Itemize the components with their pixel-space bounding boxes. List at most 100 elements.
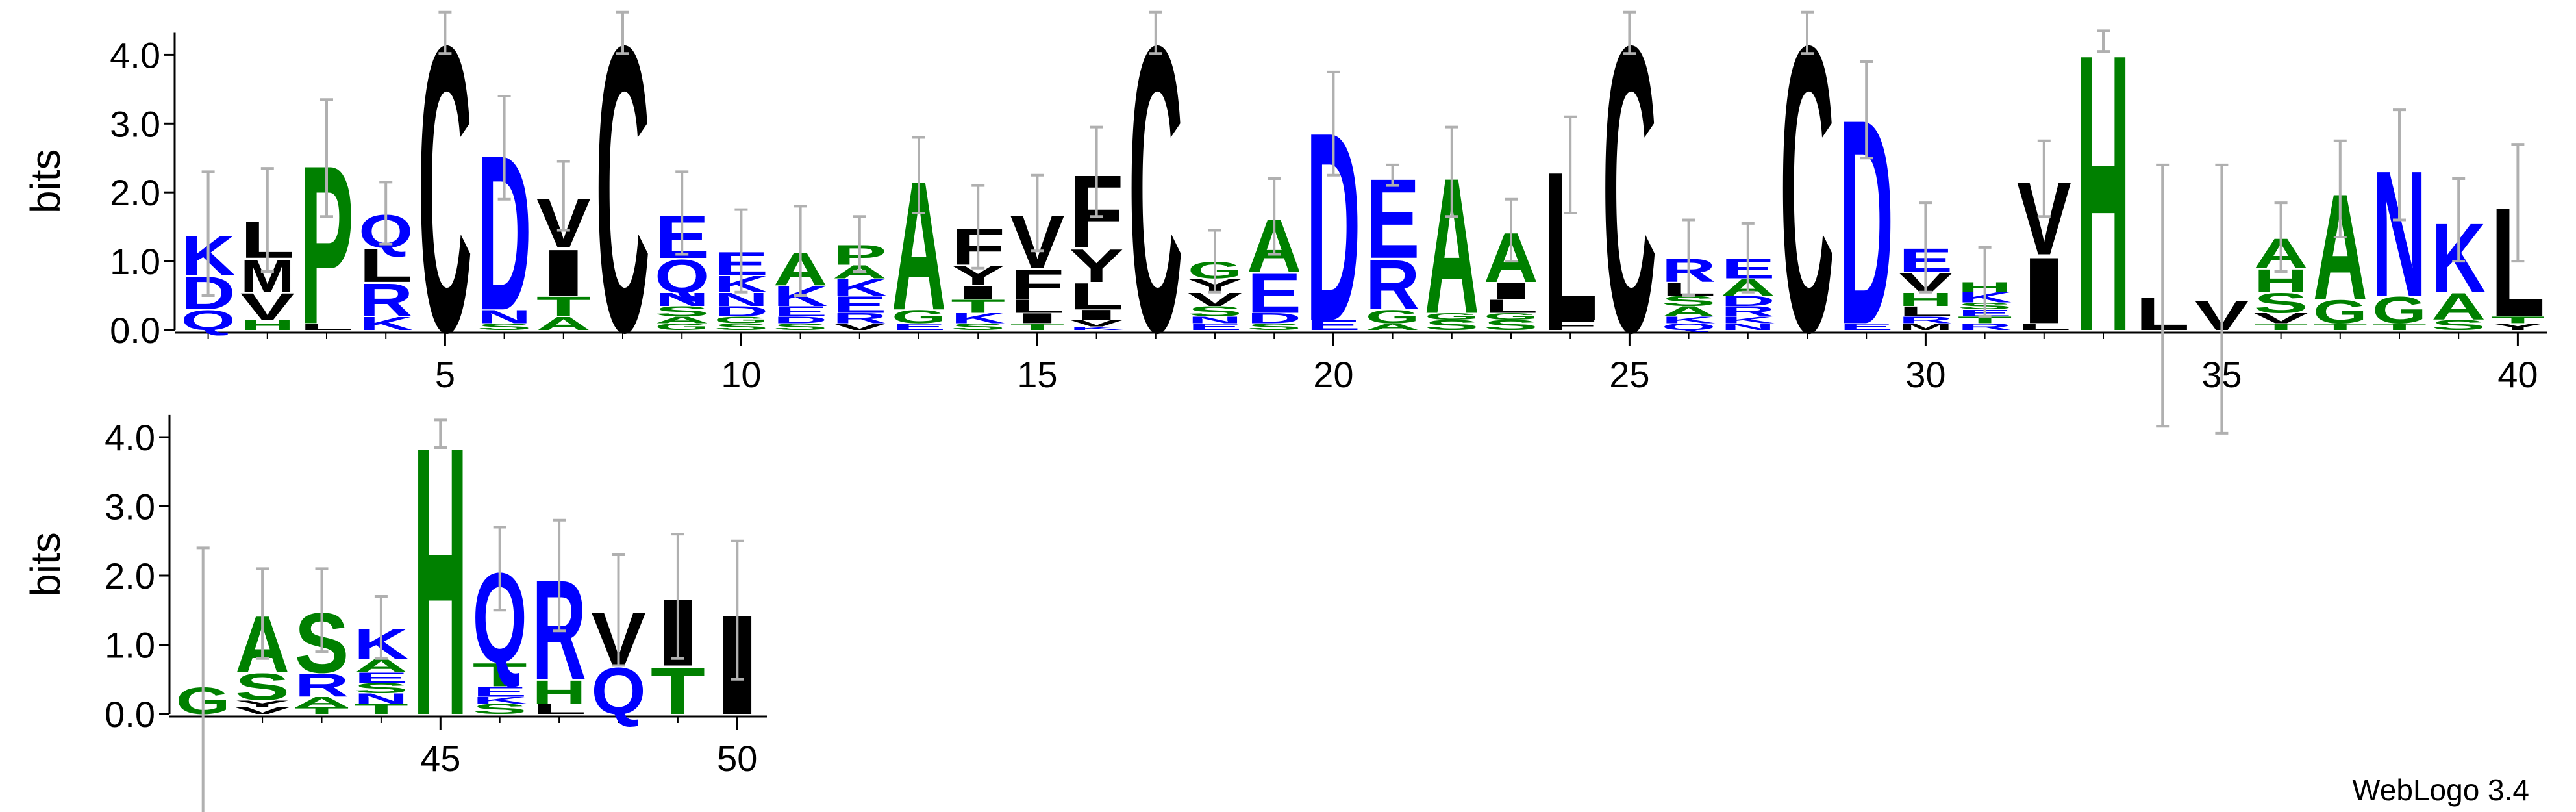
letter: K — [473, 695, 527, 705]
letter: F — [1543, 317, 1597, 333]
letter: R — [1958, 322, 2012, 332]
letter: V — [240, 285, 295, 327]
letter: T — [2313, 322, 2368, 332]
letter: I — [1484, 277, 1538, 304]
letter: S — [655, 303, 709, 319]
letter: T — [354, 701, 408, 717]
letter: L — [1484, 296, 1538, 316]
error-bar — [2511, 143, 2525, 263]
letter: Q — [181, 305, 236, 336]
letter: H — [240, 317, 295, 333]
error-bar — [2097, 29, 2110, 53]
letter: R — [1366, 246, 1420, 325]
error-bar — [1623, 10, 1636, 55]
letter: A — [1366, 322, 1420, 332]
letter: T — [2254, 322, 2308, 332]
letter: H — [532, 674, 586, 711]
error-bar — [675, 170, 689, 256]
letter: T — [536, 290, 591, 322]
letter: K — [1662, 314, 1716, 325]
error-bar — [912, 136, 925, 214]
x-tick-label: 5 — [435, 354, 455, 395]
x-tick-label: 50 — [717, 738, 757, 779]
letter: E — [892, 322, 946, 332]
y-tick-label: 3.0 — [105, 487, 155, 527]
letter: C — [418, 0, 472, 416]
letter: R — [358, 273, 413, 327]
error-bar — [2333, 139, 2347, 239]
letter: N — [655, 289, 709, 311]
letter: G — [655, 322, 709, 332]
letter: E — [1188, 322, 1242, 332]
x-tick-label: 15 — [1017, 354, 1057, 395]
letter: M — [1898, 322, 1953, 332]
letter: D — [714, 303, 768, 320]
error-bar — [2037, 139, 2051, 218]
letter: K — [1069, 325, 1124, 331]
letter: R — [1721, 303, 1775, 320]
letter: S — [1425, 317, 1479, 333]
error-bar — [196, 546, 210, 812]
letter: T — [2372, 322, 2427, 332]
letter: C — [1602, 0, 1657, 416]
letter: S — [1188, 303, 1242, 319]
letter: K — [358, 313, 413, 335]
error-bar — [2274, 201, 2288, 273]
error-bar — [556, 160, 570, 232]
letter: T — [2490, 314, 2545, 325]
letter: S — [773, 322, 828, 332]
letter: R — [832, 311, 887, 327]
letter: K — [832, 275, 887, 301]
letter: Q — [655, 250, 709, 303]
error-bar — [1564, 115, 1577, 214]
y-tick-label: 4.0 — [110, 34, 160, 75]
letter: A — [655, 314, 709, 325]
letter: E — [832, 292, 887, 318]
error-bar — [260, 167, 274, 273]
error-bar — [971, 184, 985, 270]
letter: E — [773, 303, 828, 319]
y-tick-label: 0.0 — [105, 694, 155, 735]
letter: S — [235, 666, 290, 708]
footer: WebLogo 3.4 — [2352, 773, 2529, 807]
letter: S — [2254, 287, 2308, 319]
error-bar — [1978, 246, 1992, 318]
letter: E — [1306, 317, 1360, 333]
x-tick-label: 25 — [1609, 354, 1649, 395]
letter: D — [773, 314, 828, 325]
letter: A — [536, 313, 591, 335]
error-bar — [1208, 229, 1221, 294]
letter: S — [1247, 322, 1301, 332]
error-bar — [734, 208, 748, 294]
error-bar — [794, 205, 807, 298]
error-bar — [1327, 70, 1340, 177]
y-tick-label: 1.0 — [105, 625, 155, 666]
letter: S — [714, 322, 768, 332]
error-bar — [1386, 163, 1399, 187]
letter: E — [1839, 322, 1894, 332]
letter: T — [951, 296, 1005, 316]
letter: A — [2431, 286, 2486, 328]
letter: S — [477, 322, 532, 332]
letter: K — [1721, 314, 1775, 325]
error-bar — [853, 215, 866, 273]
error-bar — [2215, 163, 2229, 435]
error-bar — [1860, 60, 1873, 160]
letter: E — [473, 684, 527, 700]
error-bar — [2393, 108, 2406, 222]
letter: N — [477, 306, 532, 327]
letter: R — [294, 667, 349, 704]
x-tick-label: 40 — [2497, 354, 2538, 395]
error-bar — [1919, 201, 1932, 294]
y-tick-label: 1.0 — [110, 241, 160, 282]
error-bar — [2156, 163, 2170, 428]
letter: L — [532, 701, 586, 717]
letter: Q — [1662, 322, 1716, 332]
letter: L — [1898, 303, 1953, 319]
letter: L — [1010, 296, 1064, 316]
error-bar — [1031, 173, 1044, 253]
error-bar — [1268, 177, 1281, 256]
error-bar — [438, 10, 452, 55]
y-tick-label: 2.0 — [110, 172, 160, 213]
